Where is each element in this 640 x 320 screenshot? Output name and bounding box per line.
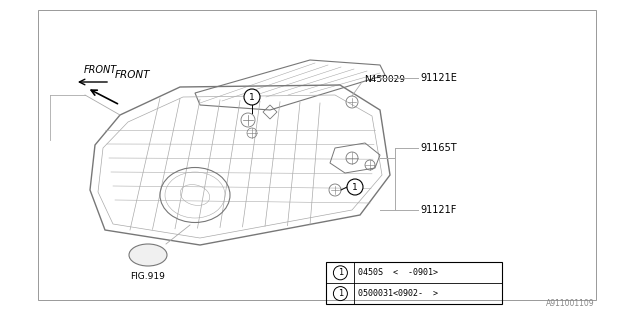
Text: 91165T: 91165T (420, 143, 456, 153)
Text: 91121E: 91121E (420, 73, 457, 83)
Circle shape (347, 179, 363, 195)
Text: 1: 1 (352, 182, 358, 191)
Bar (38, 10, 596, 300)
Text: 0450S  <  -0901>: 0450S < -0901> (358, 268, 438, 277)
Text: A911001109: A911001109 (547, 299, 595, 308)
Text: FIG.919: FIG.919 (131, 272, 165, 281)
Text: 91121F: 91121F (420, 205, 456, 215)
Text: 1: 1 (338, 289, 343, 298)
Circle shape (244, 89, 260, 105)
Text: FRONT: FRONT (115, 70, 150, 80)
Circle shape (333, 287, 348, 300)
Text: N450029: N450029 (364, 76, 405, 84)
Text: 1: 1 (249, 92, 255, 101)
Text: 1: 1 (338, 268, 343, 277)
Bar (326, 262, 502, 304)
Text: FRONT: FRONT (83, 65, 116, 75)
Circle shape (333, 266, 348, 280)
Ellipse shape (129, 244, 167, 266)
Text: 0500031<0902-  >: 0500031<0902- > (358, 289, 438, 298)
